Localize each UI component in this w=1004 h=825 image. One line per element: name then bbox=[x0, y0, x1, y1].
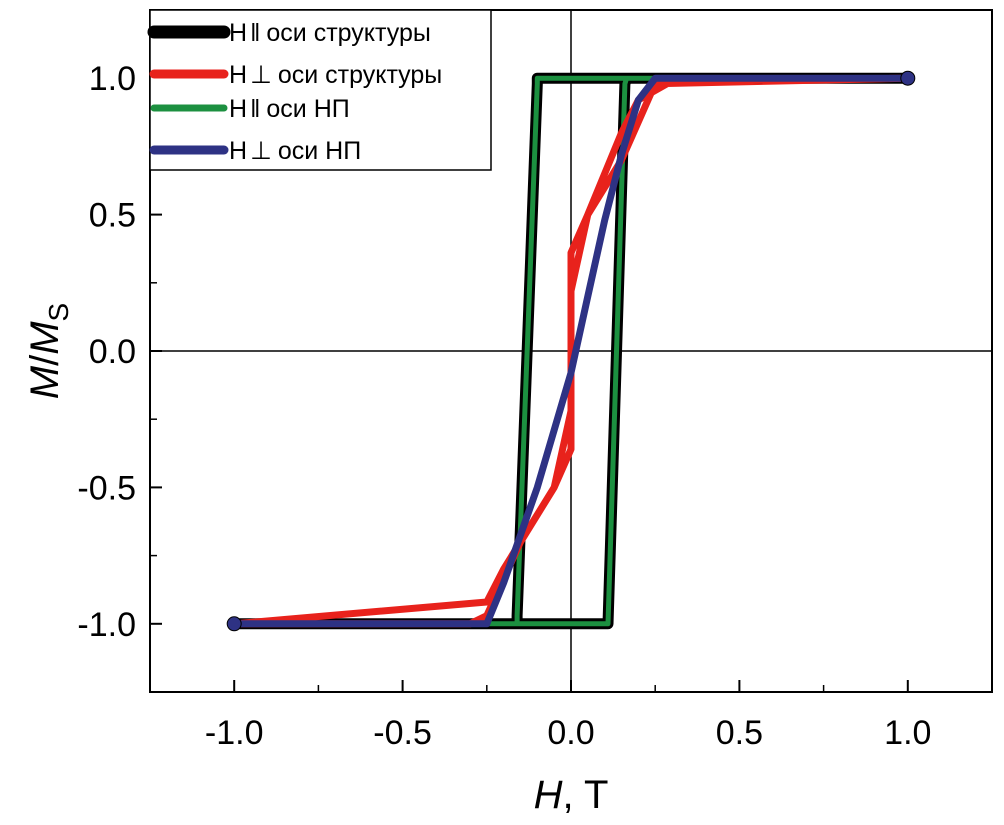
legend: H ‖ оси структуры H ⊥ оси структуры H ‖ оси НП H ⊥… bbox=[147, 9, 492, 171]
legend-label: H ⊥ оси НП bbox=[229, 137, 361, 165]
x-tick-label: 0.5 bbox=[716, 714, 763, 752]
x-axis-title: H, T bbox=[534, 773, 609, 817]
series-line-h-perp-np bbox=[230, 74, 912, 628]
x-tick-label: -1.0 bbox=[205, 714, 264, 752]
y-tick-label: -0.5 bbox=[77, 469, 136, 507]
y-tick-label: 1.0 bbox=[89, 60, 136, 98]
x-tick-label: 1.0 bbox=[884, 714, 931, 752]
legend-label: H ‖ оси НП bbox=[229, 95, 350, 123]
tick-labels: -1.0 -0.5 0.0 0.5 1.0 -1.0 -0.5 0.0 0.5 1.0 bbox=[77, 60, 931, 752]
y-tick-label: 0.0 bbox=[89, 333, 136, 371]
y-axis-title: M/MS bbox=[23, 303, 74, 399]
y-tick-label: 0.5 bbox=[89, 197, 136, 235]
y-tick-label: -1.0 bbox=[77, 606, 136, 644]
x-tick-label: 0.0 bbox=[547, 714, 594, 752]
series-layer bbox=[226, 70, 916, 632]
series-endpoint-marker bbox=[226, 616, 242, 632]
x-tick-label: -0.5 bbox=[373, 714, 432, 752]
series-endpoint-marker bbox=[900, 70, 916, 86]
legend-label: H ⊥ оси структуры bbox=[229, 61, 442, 89]
legend-label: H ‖ оси структуры bbox=[229, 19, 431, 47]
